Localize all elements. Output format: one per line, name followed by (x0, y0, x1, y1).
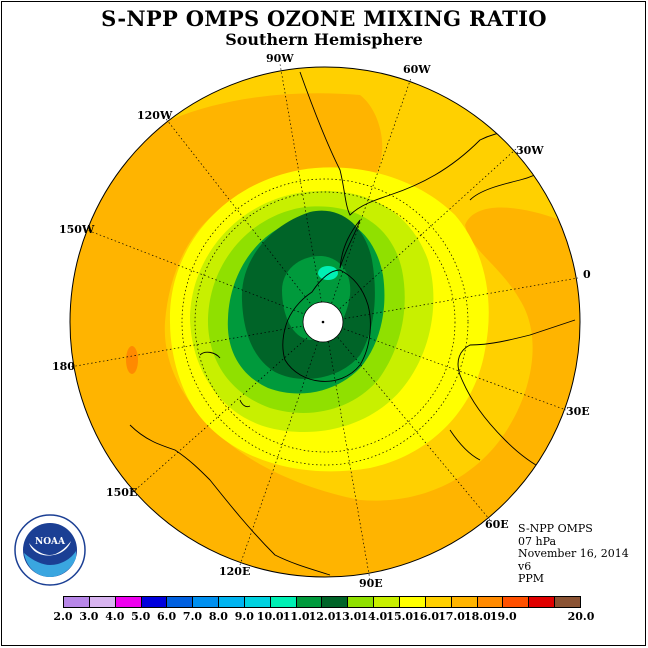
colorbar-swatch (477, 597, 504, 607)
info-block: S-NPP OMPS 07 hPa November 16, 2014 v6 P… (518, 522, 629, 586)
info-version: v6 (518, 559, 532, 573)
colorbar-tick-label: 11.0 (282, 610, 310, 623)
colorbar-swatch (451, 597, 478, 607)
colorbar-swatch (270, 597, 297, 607)
colorbar-swatch (64, 597, 90, 607)
lon-label-90w: 90W (266, 52, 294, 65)
colorbar-swatch (529, 597, 556, 607)
info-date: November 16, 2014 (518, 547, 629, 560)
colorbar-swatch (167, 597, 194, 607)
lon-label-90e: 90E (359, 577, 383, 590)
graticule (69, 63, 579, 581)
lon-label-30e: 30E (566, 405, 590, 418)
lon-label-60w: 60W (403, 63, 431, 76)
contour-band-16-17-west (70, 93, 580, 577)
colorbar-tick-label: 5.0 (131, 610, 151, 623)
noaa-logo: NOAA (14, 514, 86, 586)
lon-label-60e: 60E (485, 518, 509, 531)
colorbar-swatch (296, 597, 323, 607)
colorbar-tick-label: 16.0 (412, 610, 439, 623)
map-subtitle: Southern Hemisphere (225, 30, 423, 49)
colorbar-tick-label: 7.0 (182, 610, 203, 623)
lon-label-150w: 150W (59, 223, 95, 236)
colorbar-tick-label: 2.0 (53, 610, 73, 623)
colorbar-swatch (503, 597, 530, 607)
colorbar-tick-label: 13.0 (334, 610, 362, 623)
colorbar-swatch (322, 597, 349, 607)
info-units: PPM (518, 572, 545, 585)
contour-band-17-18 (126, 346, 138, 374)
colorbar-swatch (115, 597, 142, 607)
colorbar-swatch (348, 597, 375, 607)
colorbar-tick-label: 9.0 (234, 610, 254, 623)
colorbar-swatch (193, 597, 220, 607)
contour-band-9-10 (318, 266, 338, 280)
colorbar-swatch (555, 597, 580, 607)
colorbar-swatch (425, 597, 452, 607)
lon-label-120e: 120E (219, 565, 251, 578)
colorbar-swatch (399, 597, 426, 607)
colorbar-swatch (374, 597, 400, 607)
colorbar-tick-label: 18.0 (463, 610, 491, 623)
colorbar-tick-label: 17.0 (438, 610, 465, 623)
map-border (69, 66, 581, 578)
lon-label-120w: 120W (137, 109, 173, 122)
colorbar-swatch (244, 597, 271, 607)
noaa-logo-text: NOAA (35, 537, 66, 547)
colorbar (63, 596, 581, 608)
lon-label-0: 0 (583, 268, 591, 281)
info-pressure: 07 hPa (518, 534, 557, 548)
colorbar-swatch (89, 597, 116, 607)
colorbar-tick-label: 4.0 (105, 610, 125, 623)
colorbar-swatch (219, 597, 245, 607)
colorbar-tick-label: 19.0 (489, 610, 517, 623)
lon-label-30w: 30W (516, 144, 544, 157)
lon-label-150e: 150E (106, 486, 138, 499)
colorbar-tick-label: 3.0 (79, 610, 99, 623)
colorbar-tick-label: 14.0 (360, 610, 388, 623)
lon-label-180: 180 (52, 360, 75, 373)
map-title: S-NPP OMPS OZONE MIXING RATIO (101, 6, 547, 31)
colorbar-tick-label: 12.0 (308, 610, 336, 623)
colorbar-swatch (141, 597, 168, 607)
colorbar-tick-label: 8.0 (208, 610, 228, 623)
colorbar-tick-label: 6.0 (157, 610, 177, 623)
info-satellite: S-NPP OMPS (518, 522, 593, 535)
pole-marker (321, 320, 325, 324)
colorbar-tick-label: 15.0 (386, 610, 414, 623)
colorbar-tick-label: 20.0 (567, 610, 595, 623)
colorbar-tick-label: 10.0 (256, 610, 284, 623)
